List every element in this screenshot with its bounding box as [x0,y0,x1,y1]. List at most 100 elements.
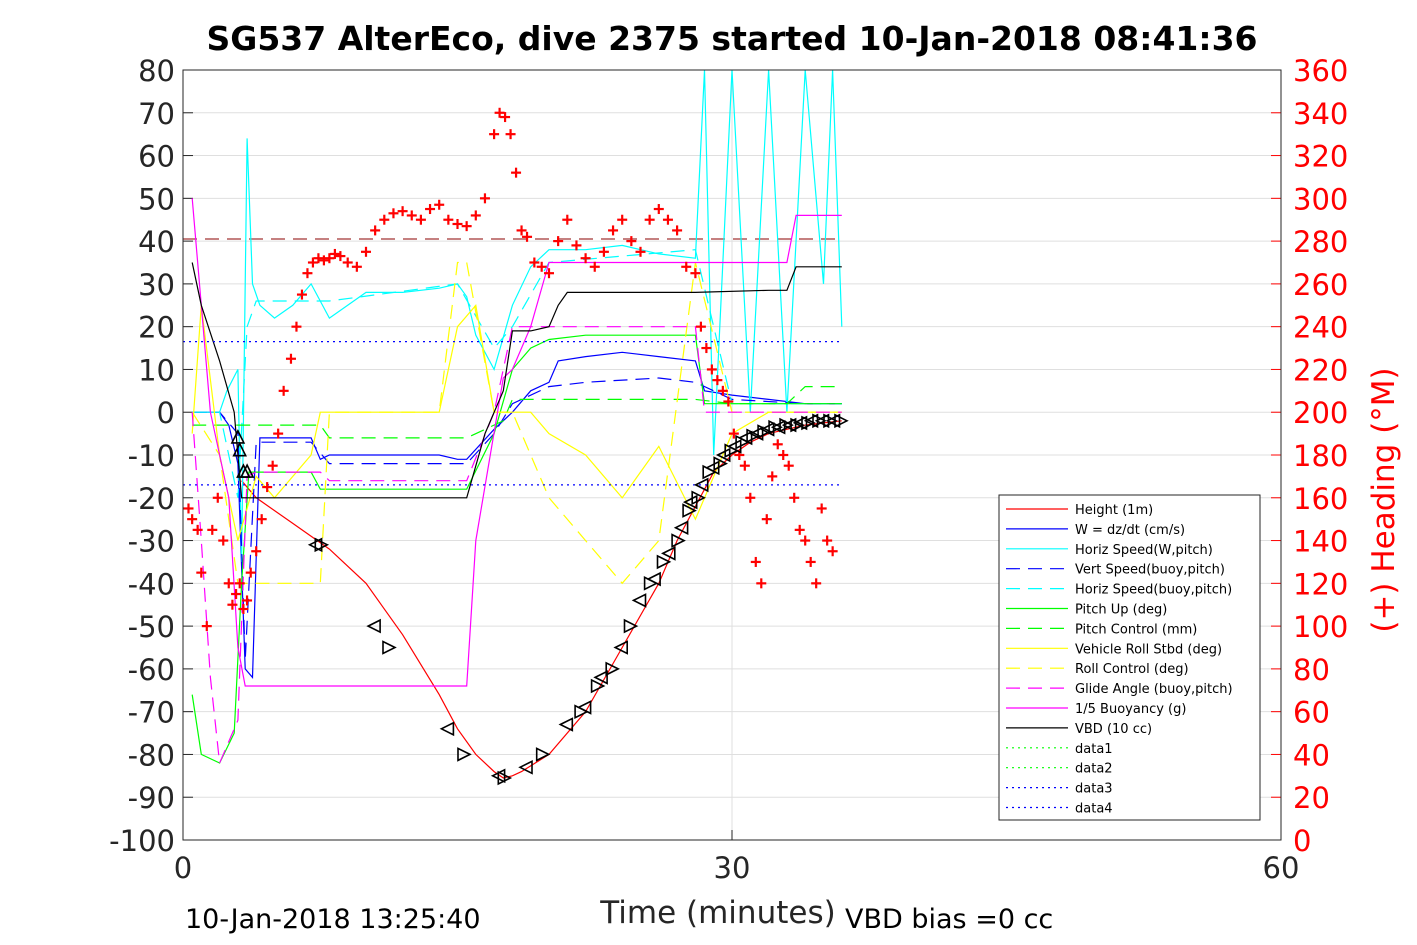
vbd-marker [232,441,247,457]
left-tick-label: -10 [128,439,175,473]
heading-point [739,460,750,471]
vbd-marker [781,417,797,433]
legend-label: Pitch Up (deg) [1075,603,1167,618]
heading-point [672,225,683,236]
vbd-marker [593,670,608,685]
legend-label: Vert Speed(buoy,pitch) [1075,563,1225,578]
heading-point [811,578,822,589]
heading-point [256,514,267,525]
heading-point [434,199,445,210]
left-tick-label: 40 [138,225,175,259]
heading-point [544,268,554,279]
legend-label: VBD (10 cc) [1075,722,1152,737]
heading-point [278,385,289,396]
right-tick-label: 280 [1293,225,1348,259]
heading-point [772,439,783,450]
heading-markers [183,107,838,632]
heading-point [227,599,238,610]
heading-point [706,364,717,375]
left-axis-ticks: 80 70 60 50 40 30 20 10 0 -10 -20 -30 -40 -50 -60 -70 -8… [109,54,193,858]
left-tick-label: 10 [138,353,175,387]
series-layer [183,69,843,779]
heading-point [745,492,756,503]
vbd-marker [613,640,629,655]
heading-point [723,396,734,407]
series-line-10 [191,198,842,687]
series-line-8 [191,261,842,585]
heading-point [285,353,296,364]
heading-point [608,225,619,236]
heading-point [617,214,628,225]
vbd-marker [590,678,606,694]
x-tick-label: 0 [174,851,192,885]
heading-point [234,578,245,589]
vbd-marker [691,490,706,506]
heading-point [695,321,706,332]
left-tick-label: -50 [128,610,175,644]
series-line-11 [191,262,842,499]
vbd-marker [576,700,592,715]
legend-label: Vehicle Roll Stbd (deg) [1075,642,1222,657]
right-tick-label: 360 [1293,54,1348,88]
heading-point [789,492,800,503]
right-tick-label: 180 [1293,439,1348,473]
right-tick-label: 60 [1293,696,1330,730]
right-tick-label: 80 [1293,653,1330,687]
vbd-marker [671,533,686,548]
vbd-marker [623,618,639,634]
heading-point [580,253,591,264]
heading-point [461,221,472,232]
heading-point [553,236,564,247]
left-tick-label: -80 [128,738,175,772]
series-line-1 [192,351,842,679]
heading-point [313,253,324,264]
heading-point [302,268,313,279]
right-tick-label: 100 [1293,610,1348,644]
heading-point [201,621,212,632]
vbd-marker [646,571,661,587]
right-tick-label: 300 [1293,182,1348,216]
heading-point [767,471,778,482]
series-line-2 [192,69,843,562]
x-tick-label: 60 [1263,851,1300,885]
heading-point [192,524,203,535]
vbd-marker [239,463,255,478]
left-tick-label: -100 [109,824,175,858]
left-tick-label: -90 [128,781,175,815]
heading-point [318,255,329,266]
vbd-marker [792,415,808,431]
heading-point [245,567,256,578]
left-tick-label: 0 [157,396,175,430]
series-line-4 [192,249,842,498]
heading-point [251,546,262,557]
heading-point [238,604,249,614]
vbd-marker [497,770,513,786]
heading-point [329,248,340,259]
heading-point [361,246,371,257]
left-tick-label: 30 [138,268,175,302]
heading-point [571,240,582,251]
heading-point [505,129,516,140]
vbd-marker [748,426,764,441]
heading-point [379,214,390,225]
right-tick-label: 120 [1293,567,1348,601]
right-tick-label: 20 [1293,781,1330,815]
vbd-marker [314,537,330,553]
left-tick-label: -70 [128,696,175,730]
heading-point [626,236,637,247]
heading-point [187,514,198,525]
heading-point [273,428,284,439]
heading-point [307,257,318,268]
heading-point [218,535,229,546]
vbd-marker [366,618,381,634]
vbd-marker [825,413,841,429]
vbd-marker [518,760,533,775]
legend-label: W = dz/dt (cm/s) [1075,523,1185,538]
left-tick-label: -60 [128,653,175,687]
heading-point [397,206,408,217]
vbd-marker [834,413,849,429]
right-tick-label: 0 [1293,824,1311,858]
heading-point [406,210,417,221]
right-tick-label: 140 [1293,525,1348,559]
